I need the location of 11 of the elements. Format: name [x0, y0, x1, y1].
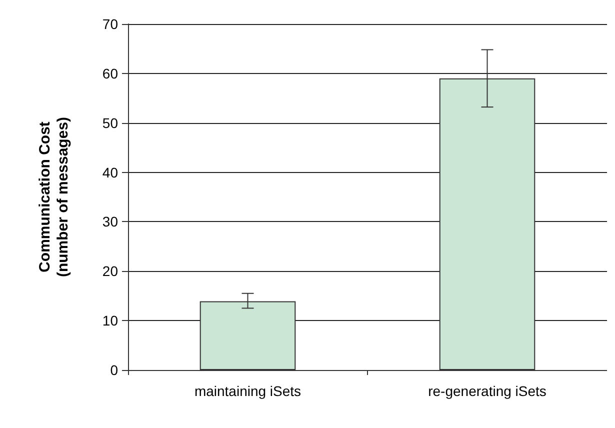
y-tick-label: 50 [102, 114, 118, 131]
y-tick-label: 0 [110, 362, 118, 378]
y-tick-label: 20 [102, 263, 118, 280]
x-tick-label: re-generating iSets [428, 383, 546, 399]
y-tick-label: 10 [102, 312, 118, 329]
y-tick-label: 60 [102, 65, 118, 82]
y-tick-label: 30 [102, 214, 118, 230]
y-tick-label: 40 [102, 164, 118, 180]
y-axis-title: Communication Cost (number of messages) [36, 116, 72, 278]
y-tick-label: 70 [102, 16, 118, 32]
x-tick-label: maintaining iSets [194, 383, 302, 399]
